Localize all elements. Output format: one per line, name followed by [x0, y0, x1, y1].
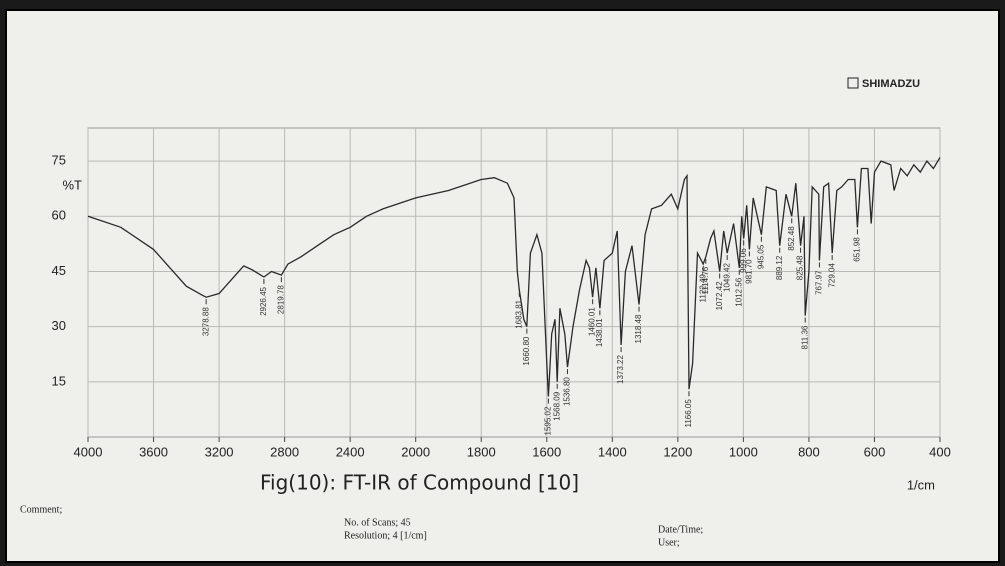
x-tick-label: 3600: [139, 444, 168, 459]
peak-label: 1166.05: [684, 399, 693, 428]
scans: No. of Scans; 45: [344, 517, 411, 528]
peak-label: 825.48: [796, 255, 805, 280]
y-tick-label: 15: [52, 373, 66, 388]
x-tick-label: 1000: [729, 444, 758, 459]
spectrum-page: SHIMADZU %T 1/cm Fig(10): FT-IR of Compo…: [0, 0, 1005, 566]
x-tick-label: 400: [929, 444, 951, 459]
peak-label: 2819.78: [276, 285, 285, 314]
x-tick-label: 1800: [467, 444, 496, 459]
peak-label: 1438.01: [595, 318, 604, 347]
y-axis-label: %T: [63, 177, 83, 192]
y-tick-label: 60: [52, 208, 66, 223]
y-tick-label: 30: [52, 318, 66, 333]
y-tick-label: 75: [52, 153, 66, 168]
x-tick-label: 800: [798, 444, 820, 459]
peak-label: 1318.48: [634, 314, 643, 343]
peak-label: 1373.22: [616, 354, 625, 383]
x-tick-label: 2800: [270, 444, 299, 459]
peak-label: 1114.76: [701, 266, 710, 294]
peak-label: 852.48: [787, 226, 796, 251]
peak-label: 945.05: [757, 244, 766, 269]
x-axis-label: 1/cm: [907, 477, 935, 492]
peak-label: 811.36: [800, 325, 809, 349]
peak-label: 651.98: [853, 237, 862, 262]
x-tick-label: 4000: [74, 444, 103, 459]
peak-label: 1049.42: [722, 263, 731, 292]
peak-label: 729.04: [827, 263, 836, 288]
brand: SHIMADZU: [862, 78, 920, 90]
x-tick-label: 1400: [598, 444, 627, 459]
peak-label: 1568.09: [552, 391, 561, 420]
peak-label: 1012.56: [734, 277, 743, 306]
y-tick-label: 45: [52, 263, 66, 278]
x-tick-label: 3200: [205, 444, 234, 459]
x-tick-label: 1200: [663, 444, 692, 459]
peak-label: 889.12: [775, 255, 784, 280]
comment: Comment;: [20, 504, 62, 515]
date-time: Date/Time;: [658, 524, 703, 535]
resolution: Resolution; 4 [1/cm]: [344, 530, 427, 541]
peak-label: 767.97: [815, 270, 824, 295]
peak-label: 1683.81: [514, 299, 523, 328]
x-tick-label: 2000: [401, 444, 430, 459]
peak-label: 981.70: [744, 259, 753, 284]
figure-caption: Fig(10): FT-IR of Compound [10]: [260, 471, 579, 495]
peak-label: 2926.45: [259, 286, 268, 315]
user: User;: [658, 537, 680, 548]
x-tick-label: 600: [864, 444, 886, 459]
x-tick-label: 1600: [532, 444, 561, 459]
peak-label: 1595.02: [544, 406, 553, 435]
peak-label: 1536.80: [563, 377, 572, 406]
peak-label: 1660.80: [522, 336, 531, 365]
x-tick-label: 2400: [336, 444, 365, 459]
peak-label: 3278.88: [201, 307, 210, 336]
